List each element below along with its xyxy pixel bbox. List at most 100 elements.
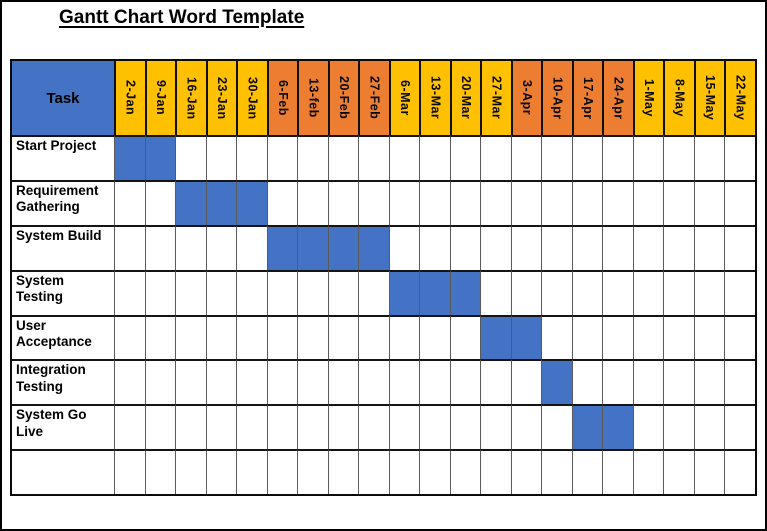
gantt-bar-cell	[449, 269, 481, 315]
gantt-empty-cell	[205, 449, 237, 494]
gantt-empty-cell	[663, 404, 694, 450]
gantt-empty-cell	[144, 449, 176, 494]
gantt-empty-cell	[205, 359, 237, 405]
gantt-empty-cell	[266, 314, 298, 360]
gantt-empty-cell	[693, 224, 725, 270]
gantt-empty-cell	[327, 269, 359, 315]
gantt-empty-cell	[419, 314, 450, 360]
gantt-empty-cell	[480, 404, 511, 450]
date-header-label: 10-Apr	[550, 76, 565, 120]
gantt-empty-cell	[205, 314, 237, 360]
gantt-empty-cell	[724, 314, 755, 360]
gantt-empty-cell	[114, 404, 145, 450]
date-header-cell: 13-feb	[297, 61, 328, 135]
date-header-label: 23-Jan	[214, 76, 229, 120]
gantt-empty-cell	[327, 404, 359, 450]
gantt-bar-cell	[419, 269, 450, 315]
gantt-empty-cell	[236, 269, 267, 315]
date-header-label: 2-Jan	[123, 80, 138, 116]
gantt-empty-cell	[724, 449, 755, 494]
gantt-empty-cell	[449, 314, 481, 360]
gantt-empty-cell	[693, 179, 725, 225]
date-header-cell: 3-Apr	[510, 61, 542, 135]
date-header-label: 24-Apr	[611, 76, 626, 120]
gantt-empty-cell	[297, 314, 328, 360]
gantt-empty-cell	[358, 179, 389, 225]
gantt-bar-cell	[175, 179, 206, 225]
gantt-empty-cell	[175, 404, 206, 450]
gantt-empty-cell	[205, 404, 237, 450]
gantt-empty-cell	[175, 359, 206, 405]
gantt-empty-cell	[571, 224, 603, 270]
date-header-label: 30-Jan	[245, 76, 260, 120]
gantt-empty-cell	[693, 135, 725, 180]
date-header-cell: 6-Mar	[388, 61, 420, 135]
gantt-empty-cell	[327, 179, 359, 225]
gantt-empty-cell	[480, 269, 511, 315]
task-name-cell: System Go Live	[12, 404, 114, 450]
date-header-label: 15-May	[703, 75, 718, 121]
gantt-empty-cell	[266, 449, 298, 494]
gantt-bar-cell	[510, 314, 542, 360]
gantt-empty-cell	[602, 449, 633, 494]
task-name-cell: System Build	[12, 224, 114, 270]
gantt-empty-cell	[449, 449, 481, 494]
gantt-empty-cell	[358, 449, 389, 494]
date-header-cell: 30-Jan	[236, 61, 267, 135]
date-header-cell: 6-Feb	[266, 61, 298, 135]
gantt-empty-cell	[602, 135, 633, 180]
gantt-empty-cell	[541, 404, 572, 450]
gantt-empty-cell	[541, 269, 572, 315]
gantt-empty-cell	[663, 135, 694, 180]
gantt-empty-cell	[449, 404, 481, 450]
gantt-empty-cell	[632, 404, 664, 450]
gantt-empty-cell	[144, 224, 176, 270]
gantt-empty-cell	[144, 314, 176, 360]
date-header-cell: 8-May	[663, 61, 694, 135]
date-header-cell: 23-Jan	[205, 61, 237, 135]
gantt-empty-cell	[205, 224, 237, 270]
gantt-empty-cell	[510, 449, 542, 494]
gantt-empty-cell	[571, 359, 603, 405]
gantt-empty-cell	[266, 404, 298, 450]
gantt-empty-cell	[480, 179, 511, 225]
gantt-empty-cell	[358, 314, 389, 360]
gantt-empty-cell	[175, 314, 206, 360]
gantt-empty-cell	[144, 404, 176, 450]
gantt-empty-cell	[693, 404, 725, 450]
gantt-empty-cell	[144, 269, 176, 315]
gantt-empty-cell	[663, 179, 694, 225]
gantt-empty-cell	[510, 359, 542, 405]
gantt-empty-cell	[571, 314, 603, 360]
gantt-empty-cell	[632, 179, 664, 225]
date-header-cell: 20-Feb	[327, 61, 359, 135]
gantt-empty-cell	[602, 224, 633, 270]
gantt-bar-cell	[205, 179, 237, 225]
gantt-bar-cell	[480, 314, 511, 360]
date-header-cell: 2-Jan	[114, 61, 145, 135]
date-header-label: 20-Mar	[459, 76, 474, 120]
gantt-bar-cell	[602, 404, 633, 450]
date-header-cell: 17-Apr	[571, 61, 603, 135]
gantt-empty-cell	[327, 359, 359, 405]
task-name-cell: Start Project	[12, 135, 114, 180]
date-header-label: 6-Feb	[275, 80, 290, 116]
task-name-cell: System Testing	[12, 269, 114, 315]
gantt-empty-cell	[236, 314, 267, 360]
gantt-empty-cell	[663, 269, 694, 315]
gantt-empty-cell	[541, 179, 572, 225]
gantt-empty-cell	[449, 179, 481, 225]
gantt-empty-cell	[114, 179, 145, 225]
gantt-empty-cell	[297, 404, 328, 450]
gantt-empty-cell	[632, 224, 664, 270]
gantt-empty-cell	[724, 179, 755, 225]
gantt-empty-cell	[693, 314, 725, 360]
gantt-empty-cell	[266, 179, 298, 225]
gantt-bar-cell	[388, 269, 420, 315]
gantt-empty-cell	[663, 449, 694, 494]
date-header-label: 9-Jan	[153, 80, 168, 116]
date-header-cell: 27-Feb	[358, 61, 389, 135]
date-header-cell: 10-Apr	[541, 61, 572, 135]
gantt-empty-cell	[144, 179, 176, 225]
